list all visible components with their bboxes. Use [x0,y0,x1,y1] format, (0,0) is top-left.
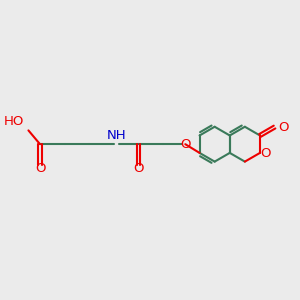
Text: O: O [279,121,289,134]
Text: O: O [35,161,45,175]
Text: O: O [134,161,144,175]
Text: O: O [260,147,271,160]
Text: O: O [180,138,190,151]
Text: HO: HO [4,115,24,128]
Text: NH: NH [106,129,126,142]
